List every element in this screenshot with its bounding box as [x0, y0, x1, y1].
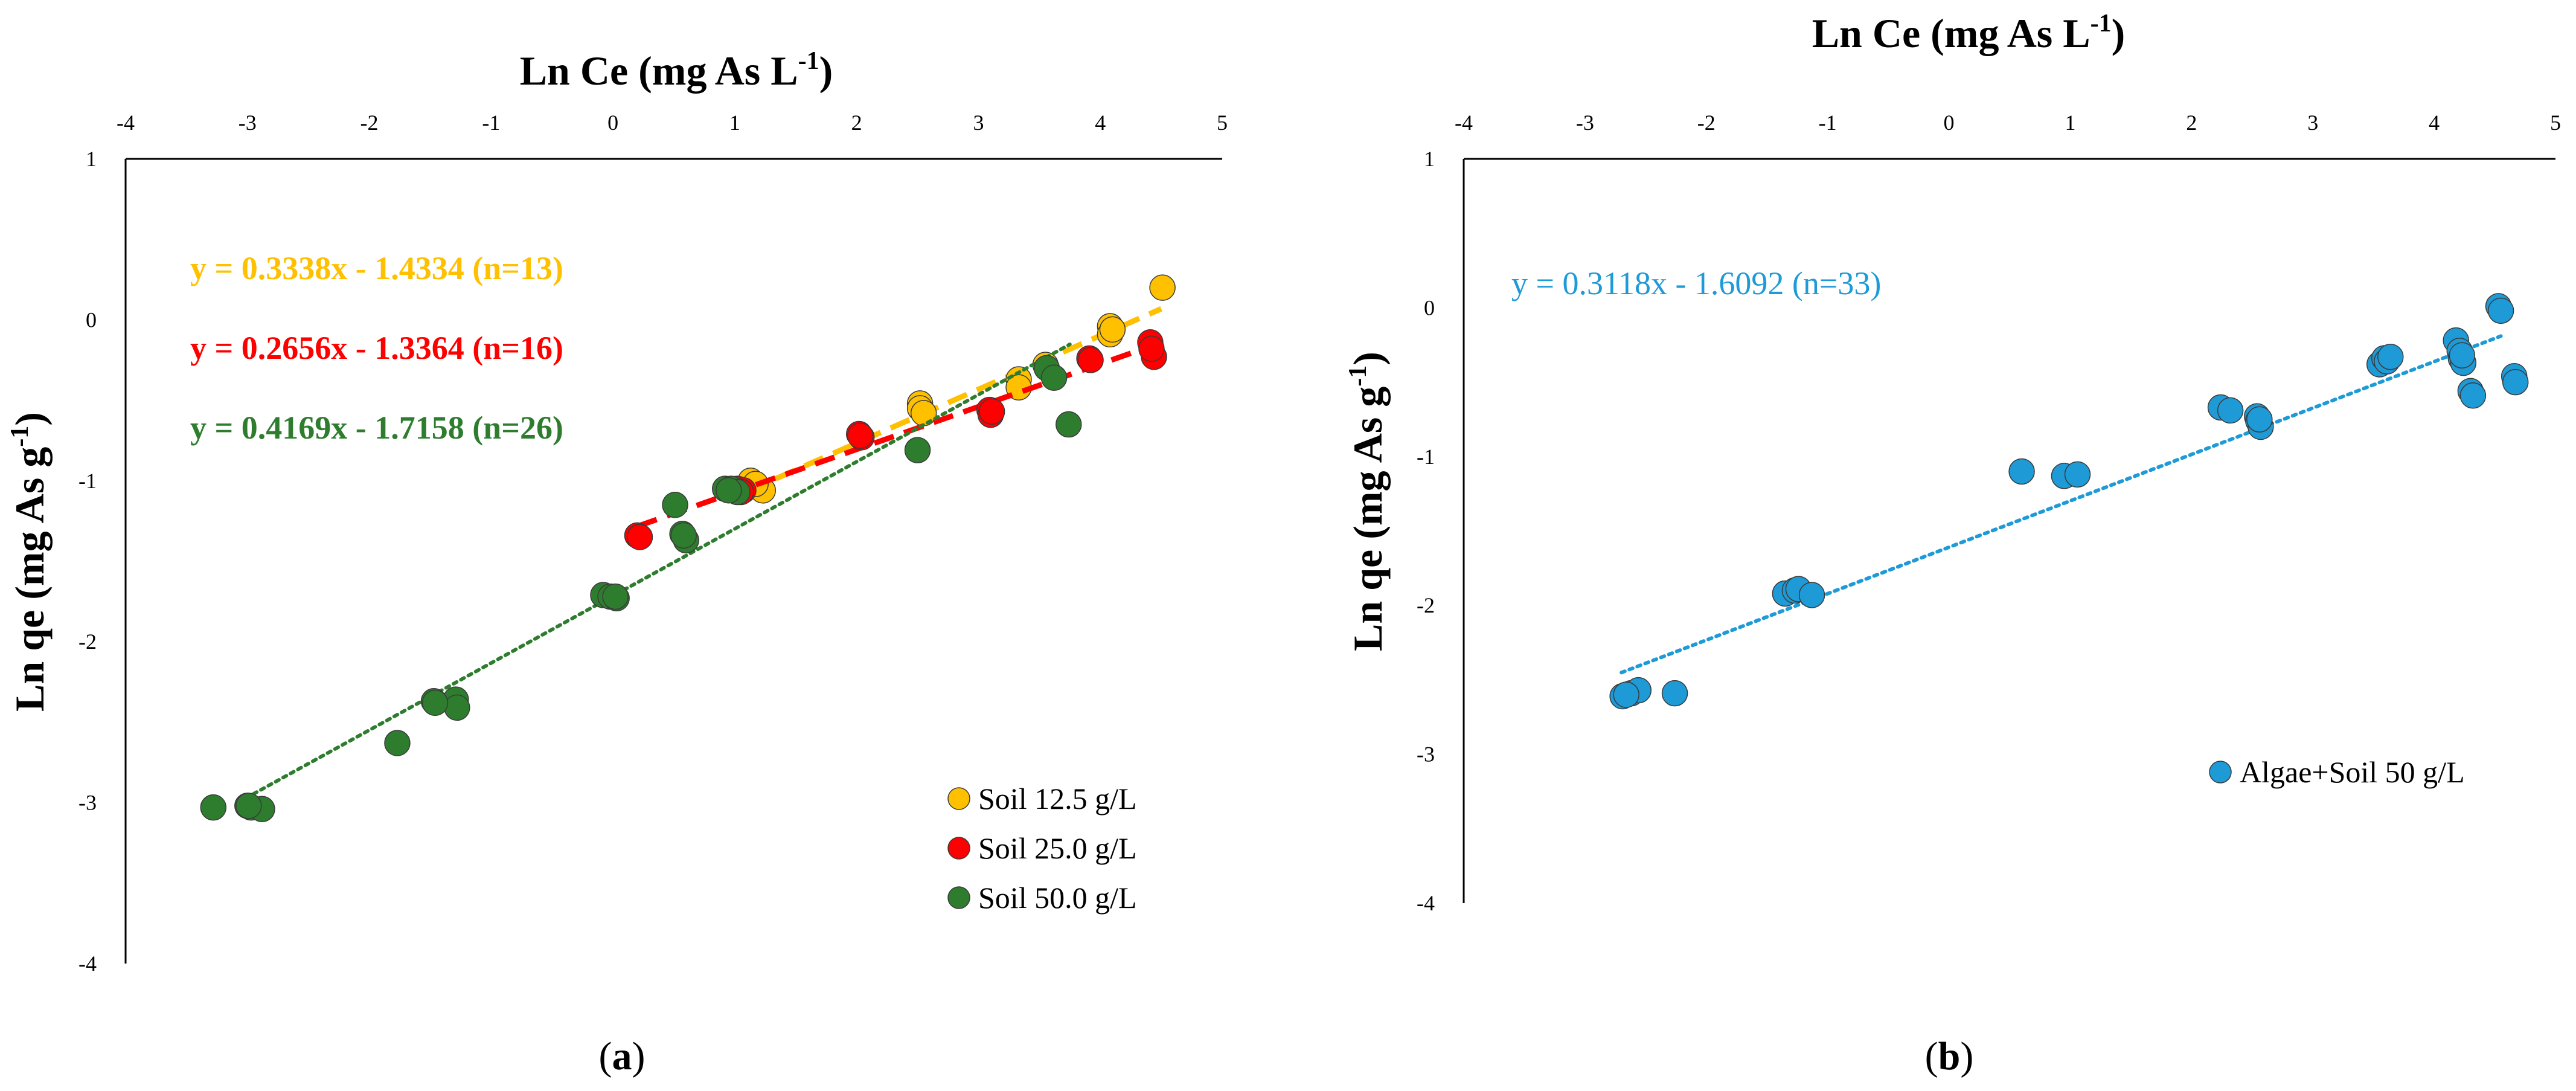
trendline-equation: y = 0.2656x - 1.3364 (n=16) — [190, 330, 563, 366]
y-tick-label: -4 — [78, 951, 97, 976]
data-point — [235, 793, 262, 819]
data-point — [444, 694, 470, 721]
x-axis-title: Ln Ce (mg As L-1) — [520, 47, 833, 94]
legend-label: Soil 12.5 g/L — [978, 782, 1137, 816]
legend-marker — [947, 787, 970, 810]
data-point — [1798, 582, 1825, 608]
series-soil-25-0-g-l — [624, 329, 1167, 550]
series-soil-50-0-g-l — [200, 343, 1082, 823]
y-axis-title: Ln qe (mg As g-1) — [1344, 352, 1391, 651]
y-tick-label: 1 — [86, 147, 97, 171]
data-point — [2459, 382, 2487, 409]
x-tick-label: -2 — [360, 111, 379, 135]
data-point — [978, 398, 1005, 425]
x-tick-label: 4 — [1095, 111, 1106, 135]
x-tick-label: -1 — [482, 111, 500, 135]
series-algae-soil-50-g-l — [1609, 293, 2529, 710]
trendline — [636, 342, 1156, 529]
legend-marker — [2209, 761, 2232, 784]
data-point — [2502, 368, 2529, 396]
x-tick-label: 1 — [2065, 111, 2075, 135]
data-point — [1099, 316, 1126, 343]
data-point — [1077, 347, 1104, 373]
y-tick-label: 0 — [86, 307, 97, 332]
data-point — [2217, 397, 2244, 424]
x-tick-label: 2 — [2186, 111, 2197, 135]
x-tick-label: 0 — [607, 111, 618, 135]
trendline — [251, 343, 1072, 796]
data-point — [2449, 342, 2476, 368]
legend-marker — [947, 837, 970, 860]
data-point — [602, 583, 629, 610]
x-axis-title: Ln Ce (mg As L-1) — [1812, 10, 2126, 56]
x-tick-label: -2 — [1697, 111, 1716, 135]
x-tick-label: -3 — [239, 111, 257, 135]
legend-marker — [947, 886, 970, 909]
x-tick-label: 3 — [973, 111, 984, 135]
legend-label: Algae+Soil 50 g/L — [2240, 755, 2465, 789]
x-tick-label: 5 — [1217, 111, 1228, 135]
data-point — [2064, 461, 2091, 488]
y-tick-label: -1 — [1417, 445, 1435, 469]
y-tick-label: -1 — [78, 469, 97, 493]
x-tick-label: 4 — [2429, 111, 2440, 135]
data-point — [662, 492, 688, 518]
legend-label: Soil 25.0 g/L — [978, 831, 1137, 865]
chart-panel-a: -4 -3 -2 -1 0 1 2 3 4 5 1 0 -1 -2 -3 -4 Ln Ce (mg As L-1… — [6, 47, 1228, 1078]
x-tick-label: -4 — [117, 111, 135, 135]
trendline-equation: y = 0.4169x - 1.7158 (n=26) — [190, 410, 563, 446]
y-tick-label: -4 — [1417, 891, 1435, 915]
x-tick-label: -3 — [1576, 111, 1594, 135]
y-tick-label: -2 — [78, 629, 97, 654]
data-point — [626, 524, 653, 550]
y-tick-label: -3 — [78, 791, 97, 815]
data-point — [421, 689, 449, 716]
data-point — [1056, 411, 1082, 438]
data-point — [847, 422, 874, 449]
y-tick-label: 0 — [1424, 295, 1435, 320]
x-tick-label: 3 — [2307, 111, 2318, 135]
data-point — [2008, 458, 2035, 485]
trendline-equation: y = 0.3118x - 1.6092 (n=33) — [1511, 265, 1881, 301]
y-axis-title: Ln qe (mg As g-1) — [6, 412, 53, 712]
data-point — [1613, 681, 1639, 708]
data-point — [1040, 364, 1068, 391]
x-tick-label: 2 — [851, 111, 862, 135]
data-point — [2246, 406, 2273, 433]
panel-label: (a) — [599, 1034, 646, 1078]
data-point — [2487, 297, 2514, 324]
x-tick-label: -1 — [1819, 111, 1837, 135]
chart-panel-b: -4 -3 -2 -1 0 1 2 3 4 5 1 0 -1 -2 -3 -4 Ln Ce (mg As L-1… — [1344, 10, 2561, 1078]
x-tick-label: 0 — [1944, 111, 1955, 135]
data-point — [670, 522, 697, 549]
x-tick-label: -4 — [1455, 111, 1473, 135]
data-point — [716, 477, 742, 504]
x-tick-label: 1 — [729, 111, 740, 135]
data-point — [910, 400, 937, 426]
data-point — [1149, 274, 1176, 301]
data-point — [1661, 680, 1688, 707]
data-point — [200, 794, 227, 821]
x-tick-label: 5 — [2550, 111, 2561, 135]
panel-label: (b) — [1925, 1034, 1974, 1078]
data-point — [904, 437, 931, 463]
trendline-equation: y = 0.3338x - 1.4334 (n=13) — [190, 250, 563, 286]
trendline — [1620, 334, 2503, 675]
y-tick-label: -2 — [1417, 593, 1435, 617]
y-tick-label: 1 — [1424, 147, 1435, 171]
data-point — [2377, 343, 2404, 370]
data-point — [1138, 335, 1165, 362]
data-point — [384, 730, 411, 756]
y-tick-label: -3 — [1417, 742, 1435, 767]
legend-label: Soil 50.0 g/L — [978, 881, 1137, 915]
